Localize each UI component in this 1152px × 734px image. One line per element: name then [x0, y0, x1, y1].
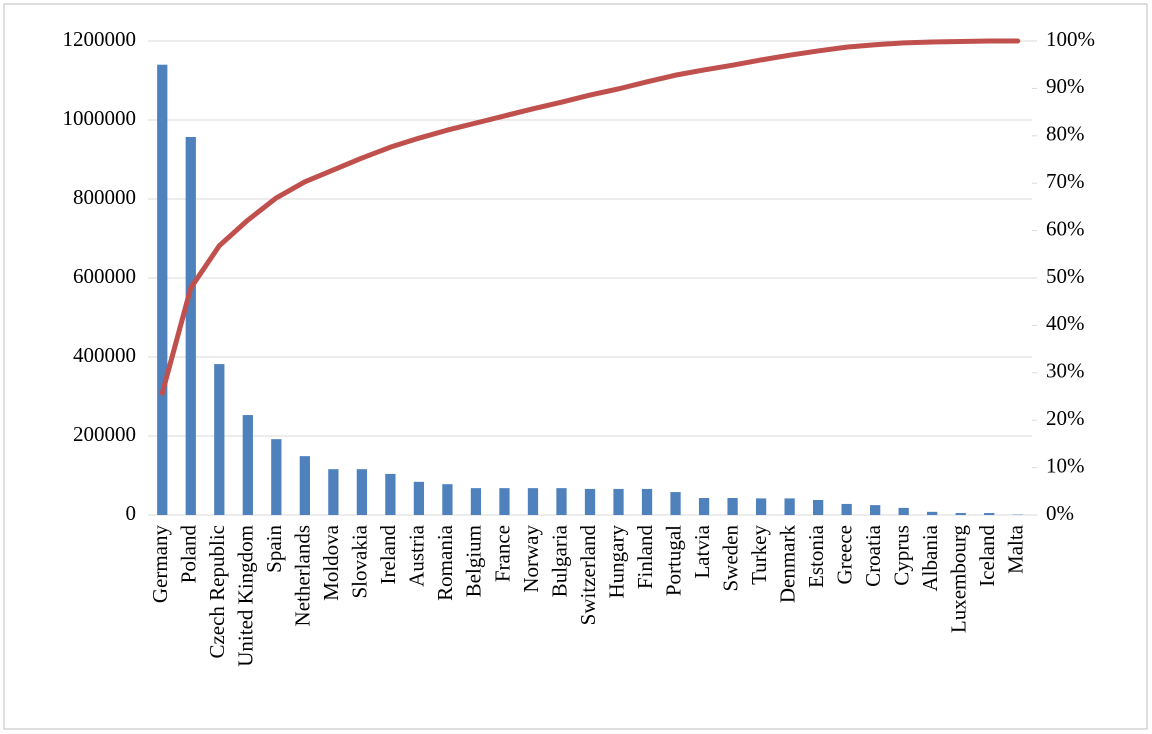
bar	[812, 499, 824, 515]
bar	[613, 488, 624, 515]
y-tick-label: 1000000	[63, 106, 137, 130]
y-tick-label: 1200000	[63, 27, 137, 51]
bar	[927, 511, 938, 515]
bar	[556, 488, 567, 515]
x-tick-label: Czech Republic	[205, 525, 229, 659]
bar	[328, 469, 339, 515]
x-tick-label: United Kingdom	[234, 525, 258, 667]
bar	[470, 488, 482, 515]
y2-tick-label: 70%	[1046, 169, 1085, 193]
y2-tick-label: 0%	[1046, 501, 1074, 525]
bar	[413, 481, 425, 515]
bar	[670, 492, 681, 515]
x-tick-label: Moldova	[319, 524, 343, 601]
bar	[698, 498, 710, 515]
bar	[356, 469, 368, 515]
x-tick-label: Poland	[177, 525, 201, 584]
x-tick-label: Switzerland	[576, 525, 600, 626]
bar	[955, 513, 966, 515]
bar	[984, 513, 995, 515]
x-tick-label: Finland	[633, 525, 657, 590]
x-tick-label: Malta	[1004, 524, 1028, 574]
bar	[271, 439, 282, 515]
x-tick-label: Denmark	[775, 525, 799, 604]
x-tick-label: Spain	[262, 525, 286, 573]
x-tick-label: Bulgaria	[547, 524, 571, 597]
y-tick-label: 400000	[73, 343, 136, 367]
bar	[185, 136, 196, 516]
x-tick-label: Ireland	[376, 525, 400, 585]
y-tick-label: 0	[126, 501, 137, 525]
bar	[157, 64, 168, 515]
x-tick-label: Slovakia	[348, 524, 372, 598]
x-tick-label: France	[490, 525, 514, 582]
y-tick-label: 600000	[73, 264, 136, 288]
bar	[727, 498, 738, 515]
x-tick-label: Hungary	[604, 525, 628, 599]
cumulative-line	[159, 38, 1021, 396]
x-tick-label: Sweden	[718, 525, 742, 592]
bar	[898, 507, 909, 515]
bar	[784, 498, 795, 515]
y2-tick-label: 60%	[1046, 216, 1085, 240]
x-tick-label: Belgium	[462, 525, 486, 597]
y-tick-label: 800000	[73, 185, 136, 209]
x-tick-label: Cyprus	[889, 525, 913, 586]
bar	[385, 473, 396, 515]
y2-tick-label: 90%	[1046, 74, 1085, 98]
bar	[242, 415, 253, 515]
bar	[499, 488, 510, 515]
y2-tick-label: 50%	[1046, 264, 1085, 288]
y2-tick-label: 100%	[1046, 27, 1095, 51]
y2-tick-label: 10%	[1046, 453, 1085, 477]
x-tick-label: Latvia	[690, 524, 714, 578]
x-tick-label: Portugal	[661, 525, 685, 596]
y2-tick-label: 20%	[1046, 406, 1085, 430]
x-tick-label: Netherlands	[291, 525, 315, 626]
x-tick-label: Norway	[519, 525, 543, 593]
y-tick-label: 200000	[73, 422, 136, 446]
bar	[442, 484, 453, 515]
x-tick-label: Greece	[832, 525, 856, 584]
bar	[527, 488, 539, 515]
bar	[755, 498, 767, 515]
y2-tick-label: 40%	[1046, 311, 1085, 335]
x-tick-label: Croatia	[861, 524, 885, 586]
x-tick-label: Albania	[918, 524, 942, 591]
x-tick-label: Estonia	[804, 524, 828, 588]
bar	[214, 364, 225, 515]
bar	[584, 488, 596, 515]
x-tick-label: Iceland	[975, 525, 999, 587]
y2-tick-label: 80%	[1046, 122, 1085, 146]
bar	[641, 488, 653, 515]
x-tick-label: Luxembourg	[947, 525, 971, 634]
bar	[870, 505, 881, 515]
bar	[299, 456, 310, 515]
y2-tick-label: 30%	[1046, 359, 1085, 383]
x-tick-label: Romania	[433, 524, 457, 600]
x-tick-label: Germany	[148, 525, 172, 604]
bar	[841, 503, 852, 515]
x-tick-label: Austria	[405, 524, 429, 587]
x-tick-label: Turkey	[747, 525, 771, 585]
